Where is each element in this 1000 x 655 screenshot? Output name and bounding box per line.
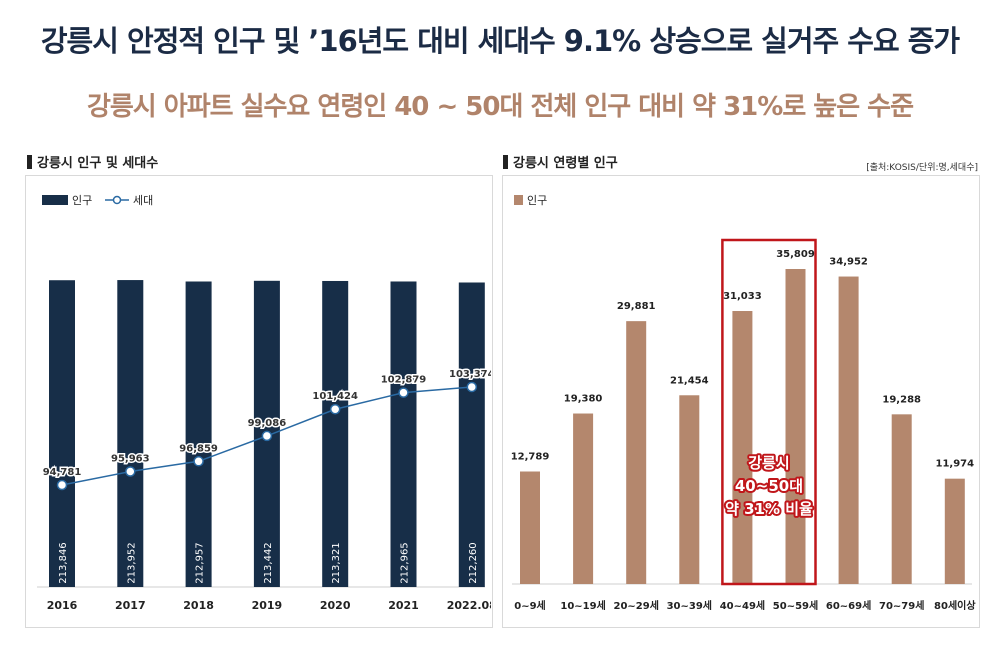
household-label-halo: 101,424 (312, 391, 358, 402)
age-data-label: 31,033 (723, 291, 762, 302)
household-label-halo: 95,963 (111, 454, 150, 465)
household-point (193, 456, 204, 467)
household-label-halo: 103,374 (449, 369, 491, 380)
legend-line-marker (112, 195, 122, 205)
right-chart-title: 강릉시 연령별 인구 (503, 152, 618, 171)
household-point (56, 479, 68, 491)
x-tick-label: 2021 (388, 599, 419, 612)
x-tick-label: 2017 (115, 599, 146, 612)
population-bar (390, 281, 417, 587)
x-tick-label: 70~79세 (879, 599, 924, 612)
age-population-bar (626, 321, 647, 584)
household-data-label: 94,781 (43, 467, 82, 478)
population-bar (322, 280, 349, 587)
x-tick-label: 0~9세 (514, 599, 546, 612)
x-tick-label: 40~49세 (720, 599, 765, 612)
population-bar (185, 281, 212, 587)
household-label-halo: 94,781 (43, 467, 82, 478)
household-data-label: 102,879 (381, 375, 427, 386)
household-label-halo: 102,879 (381, 375, 427, 386)
household-data-label: 99,086 (248, 418, 287, 429)
subheadline: 강릉시 아파트 실수요 연령인 40 ~ 50대 전체 인구 대비 약 31%로… (86, 92, 914, 122)
age-population-bar (679, 395, 700, 584)
household-point (398, 387, 409, 398)
population-bar (117, 280, 144, 587)
population-data-label: 212,965 (400, 542, 411, 583)
age-data-label: 21,454 (670, 375, 709, 386)
x-tick-label: 2016 (47, 599, 78, 612)
age-data-label: 19,380 (564, 394, 603, 405)
right-chart-title-text: 강릉시 연령별 인구 (513, 156, 618, 171)
x-tick-label: 2020 (320, 599, 351, 612)
left-chart: 인구 세대 213,846 2016 213,952 2017 212,957 2018 213… (37, 194, 491, 612)
x-tick-label: 2018 (183, 599, 214, 612)
population-data-label: 212,260 (468, 542, 479, 583)
highlight-box (721, 238, 817, 586)
population-data-label: 213,952 (126, 542, 137, 583)
x-tick-label: 60~69세 (826, 599, 871, 612)
x-tick-label: 50~59세 (773, 599, 818, 612)
x-tick-label: 20~29세 (613, 599, 658, 612)
left-chart-title-text: 강릉시 인구 및 세대수 (37, 156, 159, 171)
x-tick-label: 80세이상 (934, 599, 976, 612)
age-population-bar (785, 269, 806, 584)
household-data-label: 103,374 (449, 369, 491, 380)
household-data-label: 101,424 (312, 391, 358, 402)
left-chart-title: 강릉시 인구 및 세대수 (27, 152, 158, 171)
legend-population-label: 인구 (72, 194, 92, 207)
household-data-label: 96,859 (179, 443, 218, 454)
source-note: [출처:KOSIS/단위:명,세대수] (866, 163, 978, 173)
household-label-halo: 99,086 (248, 418, 287, 429)
legend-population-label: 인구 (527, 194, 547, 207)
age-data-label: 11,974 (936, 459, 975, 470)
x-tick-label: 30~39세 (667, 599, 712, 612)
age-population-bar (732, 311, 753, 584)
population-bar (49, 280, 75, 587)
legend-household-label: 세대 (133, 194, 153, 207)
household-point (261, 430, 273, 442)
household-label-halo: 96,859 (179, 443, 218, 454)
population-data-label: 213,442 (263, 542, 274, 583)
household-point (125, 466, 136, 477)
population-data-label: 212,957 (195, 542, 206, 583)
age-data-label: 34,952 (829, 257, 868, 268)
x-tick-label: 10~19세 (560, 599, 605, 612)
age-data-label: 19,288 (882, 394, 921, 405)
age-population-bar (520, 471, 540, 584)
household-data-label: 95,963 (111, 454, 150, 465)
population-data-label: 213,846 (58, 542, 69, 583)
age-population-bar (573, 413, 594, 584)
age-population-bar (891, 414, 912, 584)
title-square-icon (27, 154, 32, 169)
age-data-label: 12,789 (511, 451, 550, 462)
age-data-label: 29,881 (617, 301, 656, 312)
household-point (466, 381, 478, 393)
legend-bar-swatch (42, 195, 68, 205)
right-chart: 인구 12,789 0~9세 19,380 10~19세 29,881 20~29세 21,4… (511, 194, 977, 612)
highlight-annotation: 강릉시 (748, 454, 789, 472)
headline: 강릉시 안정적 인구 및 ’16년도 대비 세대수 9.1% 상승으로 실거주 … (40, 24, 960, 58)
age-population-bar (944, 478, 965, 584)
title-square-icon (503, 154, 508, 169)
household-point (329, 403, 341, 415)
legend-bar-swatch (514, 195, 523, 205)
population-bar (458, 282, 485, 587)
highlight-annotation: 40~50대 (735, 477, 803, 495)
x-tick-label: 2022.08 (447, 599, 491, 612)
highlight-annotation: 약 31% 비율 (725, 500, 813, 518)
age-data-label: 35,809 (776, 249, 815, 260)
age-population-bar (838, 276, 859, 584)
x-tick-label: 2019 (252, 599, 283, 612)
population-data-label: 213,321 (331, 542, 342, 583)
